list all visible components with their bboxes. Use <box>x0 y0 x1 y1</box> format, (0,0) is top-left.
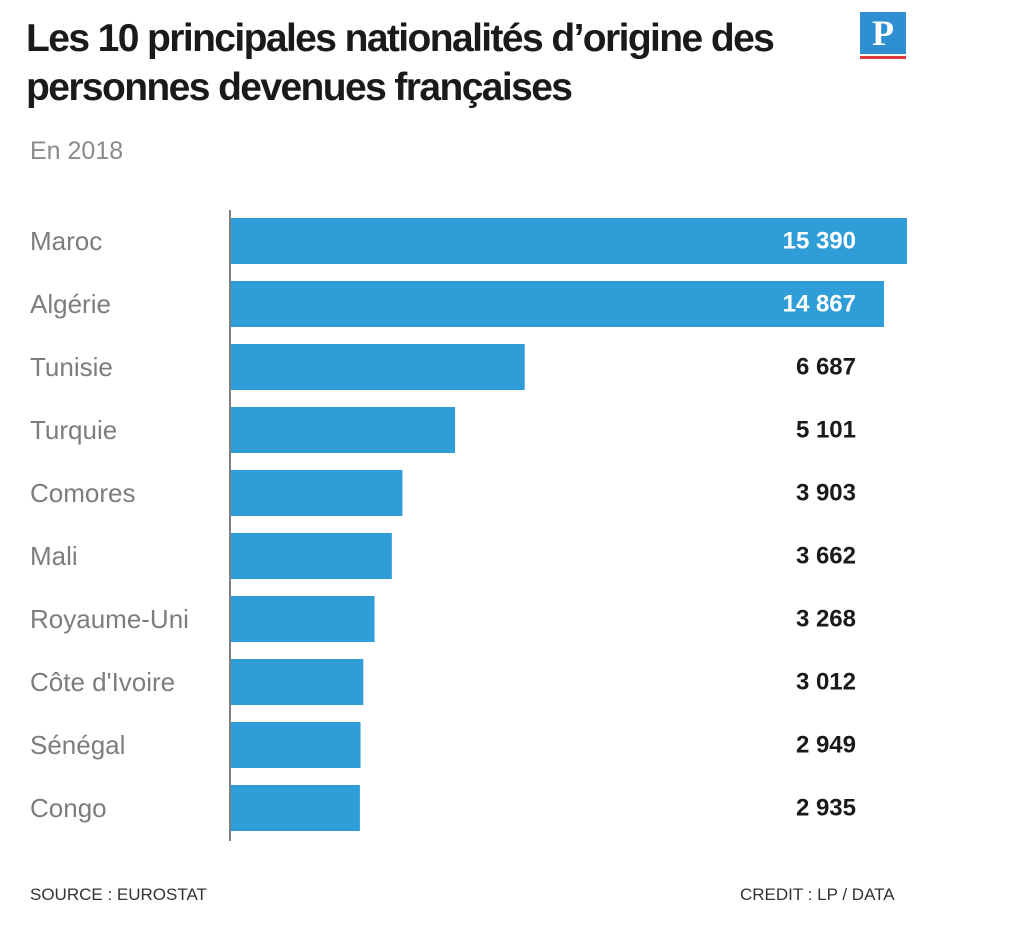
value-label: 3 268 <box>796 606 856 633</box>
value-label: 3 662 <box>796 543 856 570</box>
bar <box>231 218 907 264</box>
category-label: Tunisie <box>30 352 113 382</box>
category-label: Turquie <box>30 415 117 445</box>
logo-letter: P <box>860 12 906 54</box>
bar <box>231 596 375 642</box>
chart-subtitle: En 2018 <box>30 137 124 165</box>
bar <box>231 470 403 516</box>
logo-underline <box>860 56 906 59</box>
category-label: Congo <box>30 793 107 823</box>
category-label: Mali <box>30 541 78 571</box>
category-label: Royaume-Uni <box>30 604 189 634</box>
bar <box>231 344 525 390</box>
value-label: 2 949 <box>796 732 856 759</box>
value-label: 3 903 <box>796 480 856 507</box>
category-label: Côte d'Ivoire <box>30 667 175 697</box>
value-label: 2 935 <box>796 795 856 822</box>
bar <box>231 722 361 768</box>
chart-title: Les 10 principales nationalités d’origin… <box>26 17 775 109</box>
category-label: Algérie <box>30 289 111 319</box>
bar <box>231 785 360 831</box>
bar <box>231 533 392 579</box>
bar <box>231 407 456 453</box>
value-label: 6 687 <box>796 354 856 381</box>
source-note: SOURCE : EUROSTAT <box>30 885 207 904</box>
category-label: Maroc <box>30 226 102 256</box>
category-label: Comores <box>30 478 135 508</box>
value-label: 14 867 <box>783 291 856 318</box>
category-label: Sénégal <box>30 730 125 760</box>
value-label: 5 101 <box>796 417 856 444</box>
value-label: 3 012 <box>796 669 856 696</box>
bar <box>231 659 364 705</box>
publisher-logo: P <box>860 12 906 59</box>
bar <box>231 281 885 327</box>
value-label: 15 390 <box>783 228 856 255</box>
credit-note: CREDIT : LP / DATA <box>740 885 895 904</box>
